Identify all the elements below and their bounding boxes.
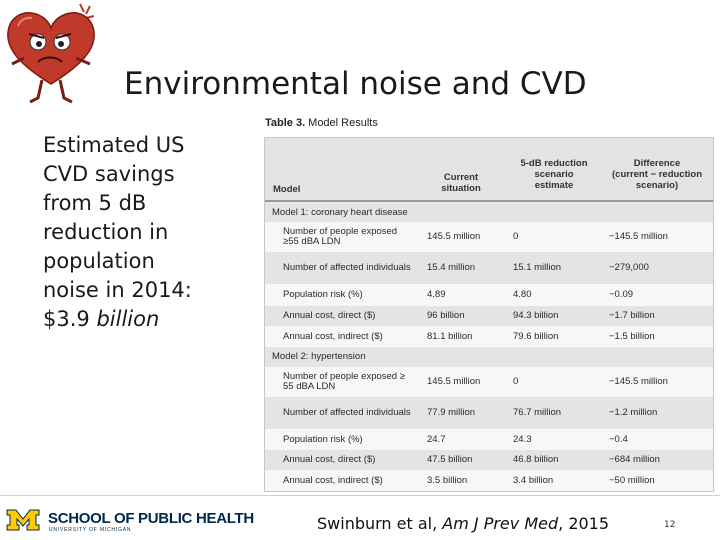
table-row: Annual cost, direct ($) 96 billion 94.3 …: [265, 306, 713, 326]
row-label: Number of people exposed ≥55 dBA LDN: [283, 226, 398, 247]
table-row: Population risk (%) 4.89 4.80 −0.09: [265, 284, 713, 306]
body-line: reduction in: [43, 220, 169, 244]
cell-reduction: 4.80: [513, 289, 532, 300]
slide-title: Environmental noise and CVD: [124, 66, 587, 102]
body-line: population: [43, 249, 155, 273]
header-model: Model: [273, 184, 301, 195]
section-label: Model 1: coronary heart disease: [272, 207, 408, 218]
university-logo: SCHOOL OF PUBLIC HEALTH UNIVERSITY OF MI…: [6, 508, 254, 533]
table-row: Number of people exposed ≥ 55 dBA LDN 14…: [265, 367, 713, 397]
cell-reduction: 24.3: [513, 433, 532, 445]
table-caption-text: Model Results: [308, 117, 378, 129]
cell-difference: −0.4: [609, 433, 628, 445]
header-reduction-line: estimate: [534, 180, 574, 191]
row-label: Annual cost, indirect ($): [283, 474, 383, 486]
cell-difference: −1.5 billion: [609, 330, 655, 342]
cell-difference: −1.2 million: [609, 407, 658, 418]
body-text: Estimated US CVD savings from 5 dB reduc…: [43, 131, 243, 334]
body-line-savings: $3.9 billion: [43, 305, 243, 334]
cell-reduction: 0: [513, 231, 519, 242]
row-label: Population risk (%): [283, 289, 363, 300]
savings-value: $3.9: [43, 307, 90, 331]
cell-difference: −684 million: [609, 454, 660, 465]
cell-reduction: 0: [513, 376, 519, 387]
citation-journal: Am J Prev Med: [442, 514, 559, 533]
body-line: noise in 2014:: [43, 278, 192, 302]
citation-year: , 2015: [558, 514, 610, 533]
header-reduction-line: scenario: [534, 169, 574, 180]
citation-authors: Swinburn et al,: [317, 514, 438, 533]
cell-reduction: 76.7 million: [513, 407, 562, 418]
header-reduction: 5-dB reduction scenario estimate: [513, 158, 595, 191]
row-label: Population risk (%): [283, 433, 363, 445]
body-line: Estimated US: [43, 133, 185, 157]
body-line: CVD savings: [43, 162, 175, 186]
cell-current: 47.5 billion: [427, 454, 473, 465]
header-difference-line: (current − reduction: [612, 169, 702, 180]
header-difference: Difference (current − reduction scenario…: [605, 158, 709, 191]
cell-difference: −50 million: [609, 474, 655, 486]
cell-current: 145.5 million: [427, 376, 481, 387]
body-line: from 5 dB: [43, 191, 147, 215]
cell-reduction: 79.6 billion: [513, 330, 559, 342]
cell-reduction: 3.4 billion: [513, 474, 554, 486]
row-label: Annual cost, indirect ($): [283, 330, 383, 342]
section-row-model1: Model 1: coronary heart disease: [265, 204, 713, 222]
cell-current: 81.1 billion: [427, 330, 473, 342]
cell-difference: −279,000: [609, 262, 649, 273]
cell-current: 3.5 billion: [427, 474, 468, 486]
school-name: SCHOOL OF PUBLIC HEALTH: [48, 510, 254, 527]
table-row: Number of affected individuals 77.9 mill…: [265, 397, 713, 429]
model-results-table: Model Current situation 5-dB reduction s…: [264, 137, 714, 492]
header-difference-line: Difference: [633, 158, 681, 169]
footer-divider: [0, 495, 720, 496]
cell-current: 4.89: [427, 289, 446, 300]
row-label: Annual cost, direct ($): [283, 310, 376, 321]
row-label: Annual cost, direct ($): [283, 454, 376, 465]
cell-difference: −1.7 billion: [609, 310, 655, 321]
table-header: Model Current situation 5-dB reduction s…: [265, 138, 713, 202]
header-difference-line: scenario): [635, 180, 679, 191]
header-current: Current situation: [435, 172, 487, 194]
table-caption: Table 3. Model Results: [265, 117, 378, 129]
cartoon-heart-mascot: [7, 3, 95, 104]
table-row: Population risk (%) 24.7 24.3 −0.4: [265, 429, 713, 450]
section-label: Model 2: hypertension: [272, 351, 366, 362]
header-current-line: situation: [441, 183, 481, 194]
header-current-line: Current: [443, 172, 479, 183]
row-label: Number of people exposed ≥ 55 dBA LDN: [283, 371, 405, 392]
row-label: Number of affected individuals: [283, 262, 411, 273]
cell-current: 145.5 million: [427, 231, 481, 242]
table-row: Number of affected individuals 15.4 mill…: [265, 252, 713, 284]
page-number: 12: [664, 520, 676, 530]
table-row: Annual cost, direct ($) 47.5 billion 46.…: [265, 450, 713, 470]
table-row: Annual cost, indirect ($) 81.1 billion 7…: [265, 326, 713, 347]
header-reduction-line: 5-dB reduction: [520, 158, 588, 169]
cell-current: 24.7: [427, 433, 446, 445]
block-m-icon: [6, 509, 40, 531]
university-name: UNIVERSITY OF MICHIGAN: [49, 527, 132, 533]
section-row-model2: Model 2: hypertension: [265, 347, 713, 367]
table-row: Annual cost, indirect ($) 3.5 billion 3.…: [265, 470, 713, 491]
cell-difference: −145.5 million: [609, 376, 668, 387]
cell-current: 15.4 million: [427, 262, 476, 273]
table-caption-label: Table 3.: [265, 117, 306, 129]
cell-reduction: 94.3 billion: [513, 310, 559, 321]
cell-difference: −145.5 million: [609, 231, 668, 242]
savings-unit: billion: [96, 307, 160, 331]
cell-reduction: 46.8 billion: [513, 454, 559, 465]
cell-difference: −0.09: [609, 289, 634, 300]
table-row: Number of people exposed ≥55 dBA LDN 145…: [265, 222, 713, 252]
cell-current: 77.9 million: [427, 407, 476, 418]
cell-reduction: 15.1 million: [513, 262, 562, 273]
cell-current: 96 billion: [427, 310, 465, 321]
row-label: Number of affected individuals: [283, 407, 411, 418]
citation: Swinburn et al, Am J Prev Med, 2015: [317, 514, 609, 533]
